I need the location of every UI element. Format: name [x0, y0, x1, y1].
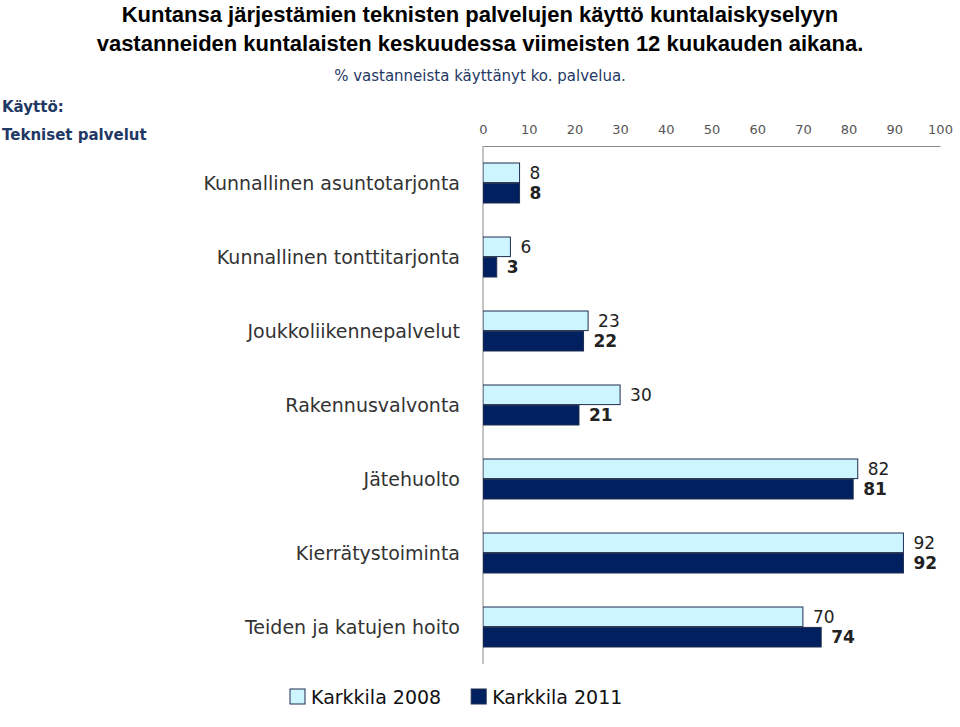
data-label: 6 [520, 237, 531, 257]
category-label: Kierrätystoiminta [296, 542, 460, 564]
category-label: Teiden ja katujen hoito [244, 616, 460, 638]
legend-label: Karkkila 2011 [492, 686, 622, 708]
bar [483, 311, 588, 331]
bar [483, 331, 584, 351]
tick-label: 30 [612, 122, 629, 137]
tick: 30 [612, 122, 629, 146]
tick: 20 [567, 122, 584, 146]
annotation: Tekniset palvelut [2, 126, 147, 144]
bar [483, 183, 520, 203]
bar [483, 237, 510, 257]
bar [483, 553, 903, 573]
tick: 50 [704, 122, 721, 146]
tick: 100 [928, 122, 953, 146]
tick: 60 [749, 122, 766, 146]
bars [483, 163, 903, 647]
data-label: 70 [813, 607, 835, 627]
tick: 0 [479, 122, 487, 146]
category-label: Kunnallinen asuntotarjonta [203, 172, 460, 194]
bar [483, 627, 821, 647]
tick: 40 [658, 122, 675, 146]
data-label: 92 [913, 553, 937, 573]
axis-line [484, 146, 941, 147]
bar [483, 607, 803, 627]
tick-label: 100 [928, 122, 953, 137]
legend-swatch [290, 689, 305, 704]
tick-label: 50 [704, 122, 721, 137]
data-label: 3 [507, 257, 519, 277]
tick: 90 [887, 122, 904, 146]
data-labels: 8 6 23 30 82 92 70 8 3 22 21 81 92 74 [507, 163, 937, 647]
tick: 80 [841, 122, 858, 146]
tick-label: 70 [795, 122, 812, 137]
bar [483, 163, 520, 183]
x-axis: 0 10 20 30 40 50 60 70 80 90 100 [479, 122, 953, 147]
bar [483, 405, 579, 425]
data-label: 81 [863, 479, 887, 499]
data-label: 92 [913, 533, 935, 553]
chart: Kuntansa järjestämien teknisten palveluj… [0, 0, 960, 727]
category-label: Joukkoliikennepalvelut [246, 320, 460, 342]
bar [483, 479, 853, 499]
category-label: Rakennusvalvonta [285, 394, 460, 416]
tick-label: 60 [749, 122, 766, 137]
data-label: 30 [630, 385, 652, 405]
tick-label: 90 [887, 122, 904, 137]
category-label: Jätehuolto [363, 468, 460, 490]
bar [483, 257, 497, 277]
tick-label: 20 [567, 122, 584, 137]
subtitle: % vastanneista käyttänyt ko. palvelua. [334, 67, 626, 85]
data-label: 21 [589, 405, 613, 425]
bar [483, 533, 903, 553]
tick-label: 10 [521, 122, 538, 137]
annotation: Käyttö: [2, 98, 64, 116]
data-label: 74 [831, 627, 855, 647]
legend: Karkkila 2008 Karkkila 2011 [290, 686, 622, 708]
category-label: Kunnallinen tonttitarjonta [217, 246, 460, 268]
bar [483, 385, 620, 405]
data-label: 8 [530, 163, 541, 183]
legend-swatch [471, 689, 486, 704]
bar [483, 459, 858, 479]
tick-label: 40 [658, 122, 675, 137]
tick: 10 [521, 122, 538, 146]
data-label: 8 [530, 183, 542, 203]
tick-label: 80 [841, 122, 858, 137]
data-label: 22 [594, 331, 618, 351]
tick-label: 0 [479, 122, 487, 137]
data-label: 23 [598, 311, 620, 331]
legend-label: Karkkila 2008 [311, 686, 441, 708]
data-label: 82 [868, 459, 890, 479]
title: vastanneiden kuntalaisten keskuudessa vi… [97, 31, 864, 56]
title: Kuntansa järjestämien teknisten palveluj… [122, 2, 839, 27]
tick: 70 [795, 122, 812, 146]
